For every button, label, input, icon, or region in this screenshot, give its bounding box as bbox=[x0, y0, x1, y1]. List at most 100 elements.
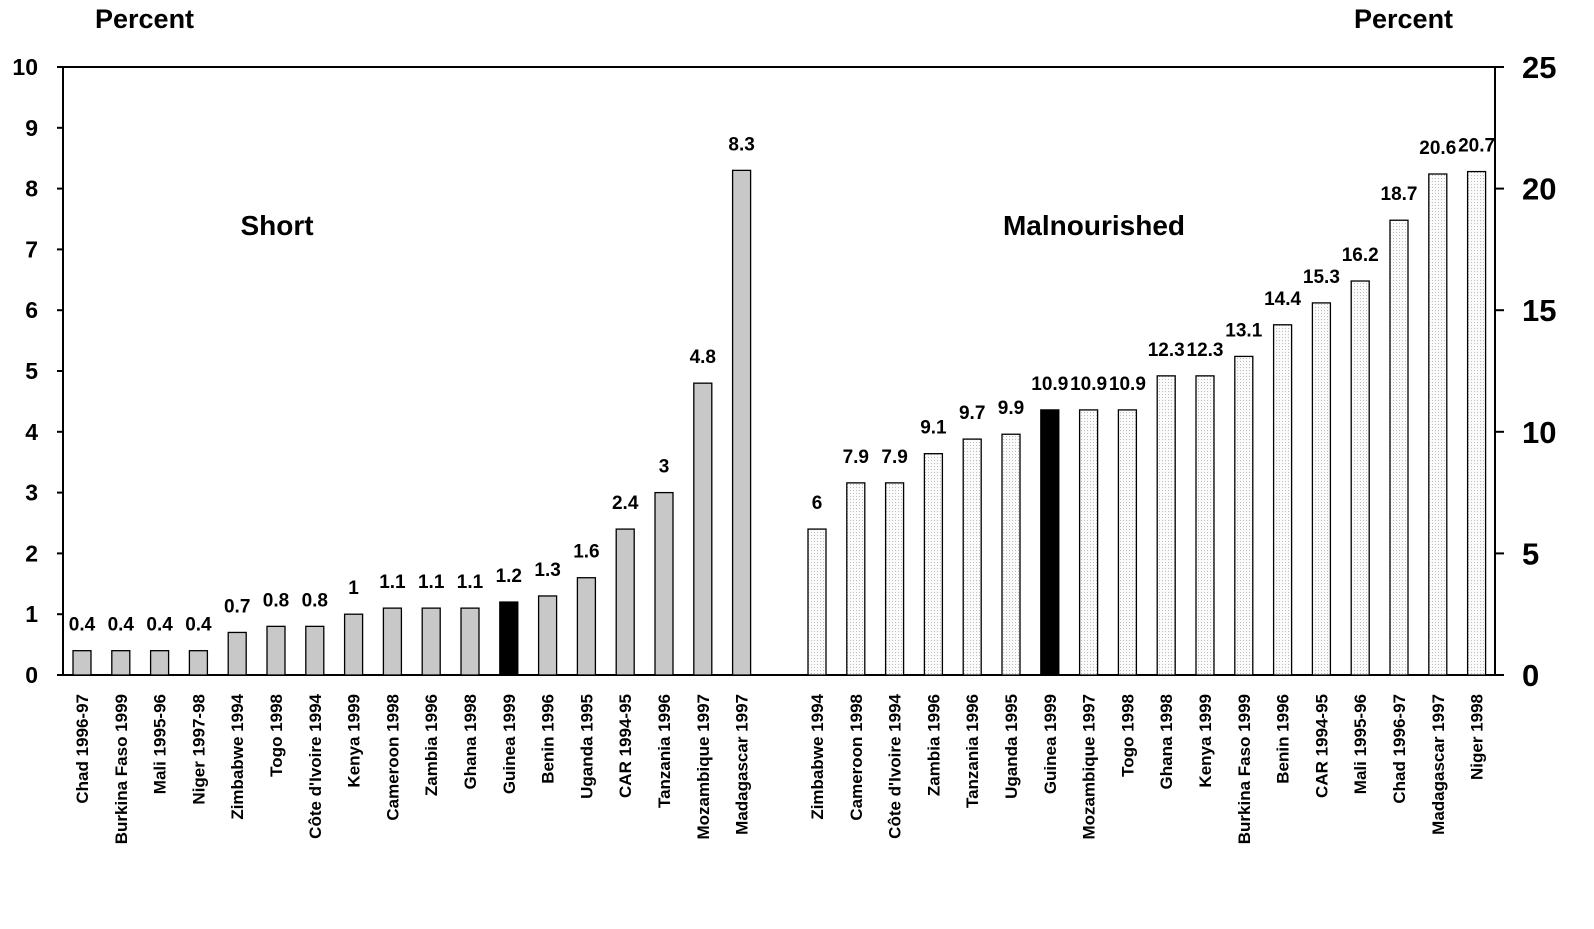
short-category-label: Chad 1996-97 bbox=[73, 694, 92, 804]
short-bar bbox=[654, 491, 674, 676]
short-category-label: Mali 1995-96 bbox=[151, 694, 170, 794]
right-y-tick-label: 15 bbox=[1522, 293, 1556, 328]
short-data-label: 0.8 bbox=[263, 590, 289, 611]
malnourished-bar bbox=[1428, 173, 1448, 676]
short-bar bbox=[149, 650, 170, 676]
malnourished-category-label: Tanzania 1996 bbox=[963, 694, 982, 808]
malnourished-data-label: 7.9 bbox=[843, 447, 869, 468]
short-bar bbox=[537, 595, 558, 676]
short-category-label: Kenya 1999 bbox=[345, 694, 364, 788]
short-data-label: 0.4 bbox=[69, 615, 96, 636]
short-category-label: Ghana 1998 bbox=[461, 694, 480, 789]
malnourished-bar bbox=[1001, 433, 1021, 676]
left-y-tick-label: 4 bbox=[25, 419, 38, 445]
right-y-tick-label: 5 bbox=[1522, 536, 1539, 571]
malnourished-bar bbox=[1156, 375, 1176, 676]
short-bar bbox=[576, 577, 597, 676]
short-category-label: Zimbabwe 1994 bbox=[228, 693, 247, 819]
left-y-tick-label: 0 bbox=[25, 662, 38, 688]
short-panel-title: Short bbox=[240, 210, 313, 241]
malnourished-bar bbox=[1389, 219, 1409, 676]
malnourished-category-label: Côte d'Ivoire 1994 bbox=[886, 693, 905, 838]
short-data-label: 1 bbox=[348, 578, 359, 599]
malnourished-data-label: 20.7 bbox=[1458, 136, 1495, 157]
malnourished-data-label: 20.6 bbox=[1419, 138, 1456, 159]
short-data-label: 3 bbox=[659, 457, 670, 478]
left-y-tick-label: 1 bbox=[25, 601, 38, 627]
malnourished-category-label: Mali 1995-96 bbox=[1351, 694, 1370, 794]
short-category-label: CAR 1994-95 bbox=[616, 694, 635, 798]
short-data-label: 8.3 bbox=[728, 134, 754, 155]
left-axis-unit-label: Percent bbox=[95, 4, 195, 34]
malnourished-data-label: 10.9 bbox=[1070, 374, 1107, 395]
malnourished-bar bbox=[1311, 302, 1332, 676]
left-y-tick-label: 8 bbox=[25, 176, 38, 202]
short-data-label: 4.8 bbox=[690, 347, 716, 368]
short-bar bbox=[421, 607, 441, 676]
malnourished-bar bbox=[1234, 355, 1254, 676]
malnourished-panel-title: Malnourished bbox=[1003, 210, 1185, 241]
short-data-label: 0.4 bbox=[185, 615, 212, 636]
right-y-tick-label: 0 bbox=[1522, 658, 1539, 693]
left-y-tick-label: 3 bbox=[25, 480, 38, 506]
malnourished-category-label: Zimbabwe 1994 bbox=[808, 693, 827, 819]
short-category-label: Niger 1997-98 bbox=[189, 694, 208, 805]
short-category-label: Uganda 1995 bbox=[577, 694, 596, 799]
short-bar bbox=[693, 382, 713, 676]
short-data-label: 1.1 bbox=[418, 572, 445, 593]
malnourished-category-label: Guinea 1999 bbox=[1041, 694, 1060, 794]
left-y-tick-label: 9 bbox=[25, 115, 38, 141]
short-category-label: Côte d'Ivoire 1994 bbox=[306, 693, 325, 838]
short-bar bbox=[305, 625, 325, 676]
short-data-label: 0.4 bbox=[146, 615, 173, 636]
malnourished-data-label: 16.2 bbox=[1342, 245, 1379, 266]
malnourished-bar bbox=[962, 438, 982, 676]
malnourished-data-label: 12.3 bbox=[1187, 340, 1224, 361]
short-bar bbox=[72, 650, 92, 676]
malnourished-category-label: Uganda 1995 bbox=[1002, 694, 1021, 799]
left-y-tick-label: 10 bbox=[12, 54, 38, 80]
malnourished-data-label: 10.9 bbox=[1109, 374, 1146, 395]
right-y-tick-label: 10 bbox=[1522, 415, 1556, 450]
malnourished-category-label: Mozambique 1997 bbox=[1080, 694, 1099, 840]
right-y-tick-label: 20 bbox=[1522, 172, 1556, 207]
short-bar bbox=[266, 625, 286, 676]
malnourished-bar bbox=[807, 528, 827, 676]
malnourished-bar bbox=[1117, 409, 1138, 676]
malnourished-category-label: Benin 1996 bbox=[1274, 694, 1293, 784]
malnourished-category-label: Madagascar 1997 bbox=[1429, 694, 1448, 835]
malnourished-data-label: 12.3 bbox=[1148, 340, 1185, 361]
short-data-label: 0.8 bbox=[302, 590, 328, 611]
short-bar bbox=[731, 169, 752, 676]
malnourished-category-label: Burkina Faso 1999 bbox=[1235, 694, 1254, 844]
malnourished-category-label: Chad 1996-97 bbox=[1390, 694, 1409, 804]
short-data-label: 1.6 bbox=[573, 542, 599, 563]
malnourished-category-label: CAR 1994-95 bbox=[1312, 694, 1331, 798]
short-category-label: Zambia 1996 bbox=[422, 694, 441, 796]
right-axis-unit-label: Percent bbox=[1354, 4, 1454, 34]
malnourished-bar bbox=[1195, 375, 1215, 676]
malnourished-category-label: Ghana 1998 bbox=[1157, 694, 1176, 789]
malnourished-data-label: 18.7 bbox=[1381, 184, 1418, 205]
malnourished-data-label: 14.4 bbox=[1264, 289, 1301, 310]
malnourished-bar bbox=[923, 453, 944, 676]
malnourished-data-label: 9.1 bbox=[920, 418, 947, 439]
right-y-tick-label: 25 bbox=[1522, 50, 1556, 85]
malnourished-data-label: 6 bbox=[812, 493, 823, 514]
malnourished-data-label: 15.3 bbox=[1303, 267, 1340, 288]
short-bar bbox=[382, 607, 403, 676]
short-bar bbox=[227, 631, 247, 676]
short-data-label: 1.3 bbox=[534, 560, 560, 581]
short-category-label: Guinea 1999 bbox=[500, 694, 519, 794]
malnourished-bar bbox=[1040, 409, 1060, 676]
malnourished-data-label: 7.9 bbox=[881, 447, 907, 468]
short-bar bbox=[460, 607, 480, 676]
short-category-label: Tanzania 1996 bbox=[655, 694, 674, 808]
left-y-tick-label: 5 bbox=[25, 358, 38, 384]
short-category-label: Togo 1998 bbox=[267, 694, 286, 777]
malnourished-data-label: 13.1 bbox=[1225, 320, 1262, 341]
short-data-label: 2.4 bbox=[612, 493, 639, 514]
short-category-label: Madagascar 1997 bbox=[733, 694, 752, 835]
